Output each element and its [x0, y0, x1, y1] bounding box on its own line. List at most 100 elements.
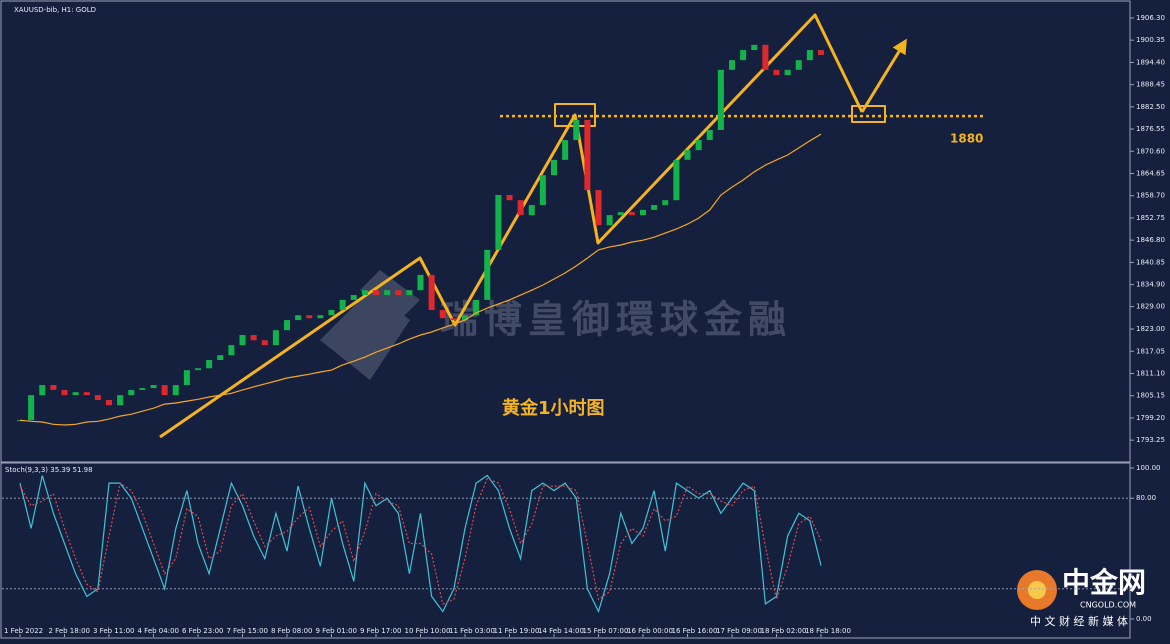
logo-name: 中金网: [1062, 566, 1146, 599]
candle: [172, 385, 179, 396]
y-tick-label: 1840.85: [1136, 258, 1165, 266]
y-tick-label: 1858.70: [1136, 192, 1165, 200]
candle: [350, 295, 357, 300]
candle: [773, 69, 780, 76]
x-tick-label: 3 Feb 11:00: [93, 627, 134, 635]
candle: [439, 309, 446, 319]
candle: [573, 119, 580, 141]
candle: [450, 318, 457, 321]
candle: [106, 400, 112, 406]
y-tick-label: 1894.40: [1136, 58, 1165, 66]
candle: [729, 60, 735, 70]
y-tick-label: 1829.00: [1136, 303, 1165, 311]
candle: [272, 330, 279, 346]
candle: [94, 395, 101, 401]
x-tick-label: 2 Feb 18:00: [49, 627, 90, 635]
candle: [806, 50, 813, 61]
candle: [562, 140, 569, 160]
candle: [295, 315, 302, 321]
main-panel-frame: [0, 0, 1131, 463]
candle: [395, 290, 402, 296]
y-tick-label: 1846.80: [1136, 236, 1165, 244]
x-tick-label: 8 Feb 08:00: [271, 627, 312, 635]
x-tick-label: 6 Feb 23:00: [182, 627, 223, 635]
candle: [751, 44, 758, 51]
logo-slogan: 中 文 财 经 新 媒 体: [1030, 614, 1128, 628]
candle: [528, 205, 535, 216]
candle: [662, 200, 669, 206]
series-line: [19, 477, 822, 605]
chart-header: XAUUSD-bib, H1: GOLD: [14, 6, 96, 14]
candle: [551, 159, 557, 176]
candle: [506, 194, 513, 201]
x-tick-label: 16 Feb 16:00: [672, 627, 718, 635]
x-tick-label: 17 Feb 09:00: [716, 627, 762, 635]
candle: [473, 299, 480, 316]
y-tick-label: 1870.60: [1136, 147, 1165, 155]
candle: [50, 385, 57, 390]
x-tick-label: 7 Feb 15:00: [227, 627, 268, 635]
series-line: [19, 474, 822, 614]
candle: [339, 299, 346, 310]
candle: [517, 200, 524, 216]
candle: [150, 385, 157, 389]
candle: [228, 345, 235, 356]
candle: [317, 315, 324, 319]
y-tick-label: 1882.50: [1136, 103, 1165, 111]
candle: [72, 392, 79, 396]
candle: [695, 140, 702, 151]
stoch-panel-frame: [0, 462, 1131, 639]
x-tick-label: 1 Feb 2022: [4, 627, 43, 635]
y-tick-label: 100.00: [1136, 464, 1161, 472]
candle: [328, 309, 335, 316]
candle: [628, 212, 635, 216]
y-tick-label: 1799.20: [1136, 414, 1165, 422]
candle: [373, 290, 379, 296]
candle: [539, 175, 546, 206]
x-tick-label: 16 Feb 00:00: [627, 627, 673, 635]
x-tick-label: 18 Feb 02:00: [761, 627, 807, 635]
x-tick-label: 18 Feb 18:00: [805, 627, 851, 635]
y-tick-label: 1876.55: [1136, 125, 1165, 133]
logo-domain: CNGOLD.COM: [1080, 601, 1136, 610]
candle: [250, 335, 257, 341]
candle: [206, 360, 213, 369]
y-tick-label: 1906.30: [1136, 14, 1165, 22]
candle: [139, 388, 146, 390]
y-tick-label: 1811.10: [1136, 369, 1165, 377]
candle: [128, 389, 135, 396]
series-line: [19, 133, 822, 426]
candle: [495, 194, 502, 250]
x-tick-label: 15 Feb 07:00: [583, 627, 629, 635]
candle: [183, 370, 190, 386]
y-tick-label: 1823.00: [1136, 325, 1165, 333]
candle: [818, 50, 824, 55]
candle: [740, 50, 747, 61]
y-tick-label: 80.00: [1136, 494, 1156, 502]
candle: [39, 385, 46, 396]
annotation: 黄金1小时图: [502, 397, 605, 419]
candle: [684, 150, 691, 160]
x-tick-label: 9 Feb 17:00: [360, 627, 401, 635]
y-tick-label: 1793.25: [1136, 436, 1165, 444]
candle: [217, 355, 224, 361]
candle: [484, 249, 491, 300]
candle: [61, 389, 68, 396]
candle: [640, 209, 646, 216]
candle: [595, 190, 602, 226]
candle: [117, 395, 124, 406]
x-tick-label: 11 Feb 03:00: [449, 627, 495, 635]
x-tick-label: 9 Feb 01:00: [316, 627, 357, 635]
candle: [784, 69, 791, 76]
y-tick-label: 1900.35: [1136, 36, 1165, 44]
x-tick-label: 11 Feb 19:00: [494, 627, 540, 635]
candle: [717, 69, 724, 130]
logo: 中金网 CNGOLD.COM 中 文 财 经 新 媒 体: [1017, 566, 1146, 628]
candle: [306, 315, 313, 319]
candle: [406, 290, 413, 296]
y-tick-label: 1805.15: [1136, 392, 1165, 400]
candle: [417, 274, 424, 291]
candle: [161, 385, 168, 396]
